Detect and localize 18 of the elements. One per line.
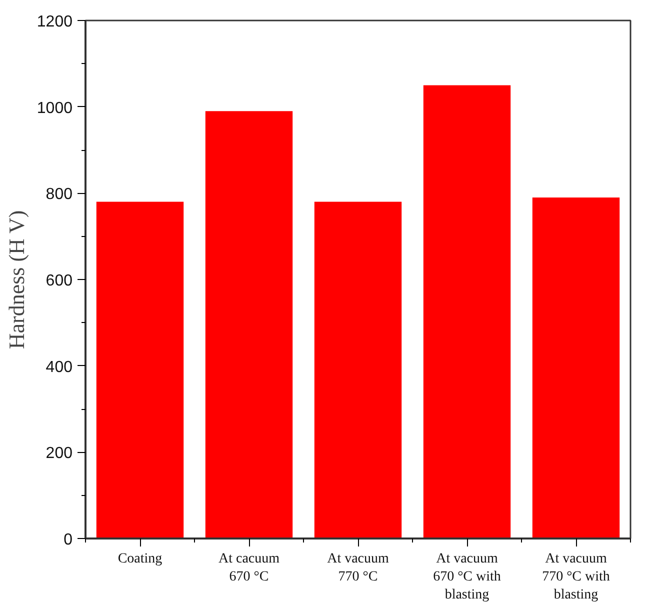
x-tick-label: At vacuum 670 °C with blasting xyxy=(433,552,501,602)
bar xyxy=(532,197,620,538)
y-tick-label: 400 xyxy=(46,358,73,376)
y-axis-title: Hardness (H V) xyxy=(4,210,29,350)
y-tick-label: 0 xyxy=(64,532,73,548)
x-tick-label: At vacuum 770 °C with blasting xyxy=(542,552,610,602)
bar xyxy=(314,202,402,538)
y-tick-label: 600 xyxy=(46,272,73,290)
y-tick-label: 1200 xyxy=(36,14,73,30)
y-tick-label: 200 xyxy=(46,445,73,462)
bar xyxy=(96,202,184,538)
y-tick-label: 1000 xyxy=(36,100,73,117)
bar xyxy=(205,111,293,538)
x-tick-label: At cacuum 670 °C xyxy=(218,552,280,584)
x-tick-label: At vacuum 770 °C xyxy=(327,552,390,584)
x-tick-label: Coating xyxy=(118,552,162,566)
bar xyxy=(423,85,511,538)
y-tick-label: 800 xyxy=(46,186,73,204)
